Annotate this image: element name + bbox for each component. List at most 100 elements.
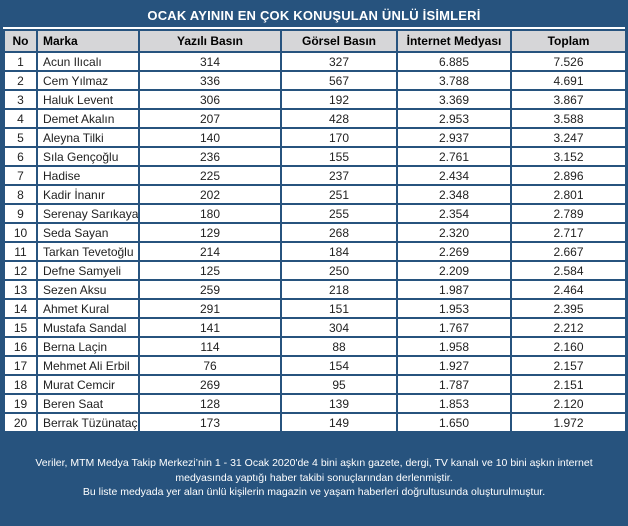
cell-internet-medyasi: 1.927 xyxy=(396,355,512,376)
cell-gorsel-basin: 154 xyxy=(280,355,398,376)
table-header: No Marka Yazılı Basın Görsel Basın İnter… xyxy=(3,29,627,53)
cell-marka: Murat Cemcir xyxy=(36,374,140,395)
table-row: 11 Tarkan Tevetoğlu 214 184 2.269 2.667 xyxy=(3,241,627,262)
cell-internet-medyasi: 2.348 xyxy=(396,184,512,205)
cell-toplam: 2.395 xyxy=(510,298,627,319)
cell-toplam: 1.972 xyxy=(510,412,627,433)
footnote-line-2: Bu liste medyada yer alan ünlü kişilerin… xyxy=(82,486,546,499)
table-row: 5 Aleyna Tilki 140 170 2.937 3.247 xyxy=(3,127,627,148)
cell-marka: Sezen Aksu xyxy=(36,279,140,300)
cell-marka: Mehmet Ali Erbil xyxy=(36,355,140,376)
column-header-toplam: Toplam xyxy=(510,29,627,53)
table-row: 15 Mustafa Sandal 141 304 1.767 2.212 xyxy=(3,317,627,338)
cell-gorsel-basin: 304 xyxy=(280,317,398,338)
cell-internet-medyasi: 2.209 xyxy=(396,260,512,281)
cell-internet-medyasi: 2.320 xyxy=(396,222,512,243)
cell-no: 5 xyxy=(3,127,38,148)
cell-gorsel-basin: 170 xyxy=(280,127,398,148)
cell-toplam: 2.667 xyxy=(510,241,627,262)
table-row: 12 Defne Samyeli 125 250 2.209 2.584 xyxy=(3,260,627,281)
cell-yazili-basin: 207 xyxy=(138,108,282,129)
cell-yazili-basin: 291 xyxy=(138,298,282,319)
cell-no: 17 xyxy=(3,355,38,376)
cell-toplam: 2.717 xyxy=(510,222,627,243)
cell-yazili-basin: 125 xyxy=(138,260,282,281)
cell-no: 2 xyxy=(3,70,38,91)
cell-marka: Tarkan Tevetoğlu xyxy=(36,241,140,262)
cell-no: 7 xyxy=(3,165,38,186)
cell-toplam: 2.157 xyxy=(510,355,627,376)
cell-internet-medyasi: 3.788 xyxy=(396,70,512,91)
cell-toplam: 2.212 xyxy=(510,317,627,338)
cell-internet-medyasi: 2.761 xyxy=(396,146,512,167)
cell-gorsel-basin: 192 xyxy=(280,89,398,110)
table-row: 19 Beren Saat 128 139 1.853 2.120 xyxy=(3,393,627,414)
cell-marka: Acun Ilıcalı xyxy=(36,51,140,72)
cell-internet-medyasi: 2.434 xyxy=(396,165,512,186)
cell-gorsel-basin: 428 xyxy=(280,108,398,129)
cell-marka: Haluk Levent xyxy=(36,89,140,110)
cell-gorsel-basin: 567 xyxy=(280,70,398,91)
cell-marka: Kadir İnanır xyxy=(36,184,140,205)
table-row: 1 Acun Ilıcalı 314 327 6.885 7.526 xyxy=(3,51,627,72)
cell-toplam: 2.120 xyxy=(510,393,627,414)
table-row: 10 Seda Sayan 129 268 2.320 2.717 xyxy=(3,222,627,243)
cell-marka: Ahmet Kural xyxy=(36,298,140,319)
cell-gorsel-basin: 139 xyxy=(280,393,398,414)
cell-toplam: 3.152 xyxy=(510,146,627,167)
column-header-yazili-basin: Yazılı Basın xyxy=(138,29,282,53)
table-row: 9 Serenay Sarıkaya 180 255 2.354 2.789 xyxy=(3,203,627,224)
footnote-line-1: Veriler, MTM Medya Takip Merkezi’nin 1 -… xyxy=(35,457,593,484)
cell-no: 4 xyxy=(3,108,38,129)
cell-gorsel-basin: 151 xyxy=(280,298,398,319)
table-body: 1 Acun Ilıcalı 314 327 6.885 7.526 2 Cem… xyxy=(3,51,627,433)
cell-no: 1 xyxy=(3,51,38,72)
header-row: No Marka Yazılı Basın Görsel Basın İnter… xyxy=(3,29,627,53)
cell-marka: Berna Laçin xyxy=(36,336,140,357)
column-header-gorsel-basin: Görsel Basın xyxy=(280,29,398,53)
cell-yazili-basin: 180 xyxy=(138,203,282,224)
table-row: 3 Haluk Levent 306 192 3.369 3.867 xyxy=(3,89,627,110)
cell-no: 18 xyxy=(3,374,38,395)
table-row: 2 Cem Yılmaz 336 567 3.788 4.691 xyxy=(3,70,627,91)
cell-no: 9 xyxy=(3,203,38,224)
table-row: 6 Sıla Gençoğlu 236 155 2.761 3.152 xyxy=(3,146,627,167)
cell-gorsel-basin: 155 xyxy=(280,146,398,167)
cell-yazili-basin: 129 xyxy=(138,222,282,243)
cell-yazili-basin: 236 xyxy=(138,146,282,167)
cell-yazili-basin: 128 xyxy=(138,393,282,414)
cell-yazili-basin: 306 xyxy=(138,89,282,110)
cell-gorsel-basin: 184 xyxy=(280,241,398,262)
table-row: 8 Kadir İnanır 202 251 2.348 2.801 xyxy=(3,184,627,205)
cell-yazili-basin: 269 xyxy=(138,374,282,395)
table-title: OCAK AYININ EN ÇOK KONUŞULAN ÜNLÜ İSİMLE… xyxy=(3,3,625,27)
table-row: 16 Berna Laçin 114 88 1.958 2.160 xyxy=(3,336,627,357)
cell-marka: Berrak Tüzünataç xyxy=(36,412,140,433)
cell-yazili-basin: 140 xyxy=(138,127,282,148)
cell-gorsel-basin: 250 xyxy=(280,260,398,281)
table-row: 17 Mehmet Ali Erbil 76 154 1.927 2.157 xyxy=(3,355,627,376)
cell-toplam: 2.151 xyxy=(510,374,627,395)
cell-no: 10 xyxy=(3,222,38,243)
cell-toplam: 2.584 xyxy=(510,260,627,281)
cell-gorsel-basin: 327 xyxy=(280,51,398,72)
cell-marka: Sıla Gençoğlu xyxy=(36,146,140,167)
cell-toplam: 7.526 xyxy=(510,51,627,72)
column-header-marka: Marka xyxy=(36,29,140,53)
cell-marka: Cem Yılmaz xyxy=(36,70,140,91)
cell-marka: Hadise xyxy=(36,165,140,186)
table-row: 20 Berrak Tüzünataç 173 149 1.650 1.972 xyxy=(3,412,627,433)
table-row: 18 Murat Cemcir 269 95 1.787 2.151 xyxy=(3,374,627,395)
cell-yazili-basin: 141 xyxy=(138,317,282,338)
cell-toplam: 2.464 xyxy=(510,279,627,300)
table-row: 4 Demet Akalın 207 428 2.953 3.588 xyxy=(3,108,627,129)
cell-gorsel-basin: 268 xyxy=(280,222,398,243)
cell-internet-medyasi: 2.269 xyxy=(396,241,512,262)
cell-gorsel-basin: 95 xyxy=(280,374,398,395)
cell-internet-medyasi: 2.953 xyxy=(396,108,512,129)
column-header-internet-medyasi: İnternet Medyası xyxy=(396,29,512,53)
cell-gorsel-basin: 237 xyxy=(280,165,398,186)
cell-yazili-basin: 259 xyxy=(138,279,282,300)
cell-toplam: 3.867 xyxy=(510,89,627,110)
